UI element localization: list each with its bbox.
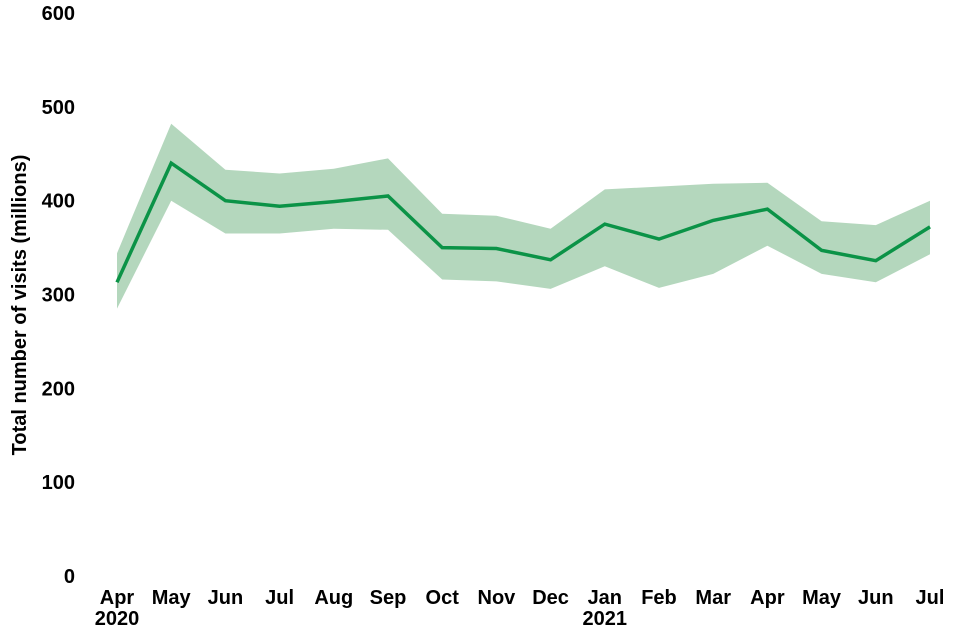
y-tick-label: 300 xyxy=(42,285,75,307)
y-axis-tick-labels: 0 100 200 300 400 500 600 xyxy=(42,3,75,588)
x-tick-label: Dec xyxy=(532,587,569,609)
x-tick-label: Aug xyxy=(314,587,353,609)
y-tick-label: 0 xyxy=(64,566,75,588)
x-tick-year-label: 2021 xyxy=(583,608,628,630)
y-axis-title: Total number of visits (millions) xyxy=(9,155,31,456)
x-tick-label: May xyxy=(802,587,842,609)
x-tick-label: Jul xyxy=(265,587,294,609)
confidence-band xyxy=(117,123,930,309)
x-tick-label: Mar xyxy=(695,587,731,609)
y-tick-label: 100 xyxy=(42,472,75,494)
x-tick-label: Jun xyxy=(208,587,244,609)
y-tick-label: 400 xyxy=(42,191,75,213)
x-tick-label: Oct xyxy=(426,587,460,609)
x-tick-label: Apr xyxy=(750,587,785,609)
x-tick-label: Feb xyxy=(641,587,677,609)
x-tick-label: Apr xyxy=(100,587,135,609)
x-tick-label: May xyxy=(152,587,192,609)
visits-line xyxy=(115,160,931,284)
x-tick-label: Jun xyxy=(858,587,894,609)
y-tick-label: 200 xyxy=(42,378,75,400)
y-tick-label: 600 xyxy=(42,3,75,25)
x-tick-label: Jul xyxy=(916,587,945,609)
x-tick-year-label: 2020 xyxy=(95,608,140,630)
x-tick-label: Nov xyxy=(478,587,517,609)
y-tick-label: 500 xyxy=(42,97,75,119)
x-tick-label: Sep xyxy=(370,587,407,609)
x-tick-label: Jan xyxy=(588,587,622,609)
